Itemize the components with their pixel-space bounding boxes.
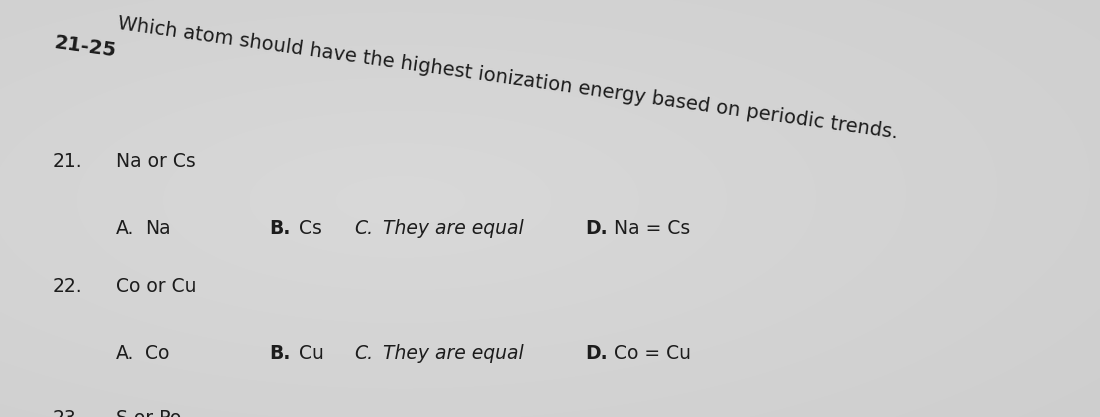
Text: S or Po: S or Po (116, 409, 180, 417)
Text: Co = Cu: Co = Cu (614, 344, 691, 363)
Text: Cu: Cu (299, 344, 324, 363)
Text: 23.: 23. (53, 409, 82, 417)
Text: B.: B. (270, 344, 290, 363)
Text: B.: B. (270, 219, 290, 238)
Text: 21.: 21. (53, 152, 82, 171)
Text: A.: A. (116, 344, 134, 363)
Text: C.: C. (354, 219, 373, 238)
Text: D.: D. (585, 344, 608, 363)
Text: Na or Cs: Na or Cs (116, 152, 196, 171)
Text: 21-25: 21-25 (53, 33, 118, 61)
Text: Co: Co (145, 344, 169, 363)
Text: Na: Na (145, 219, 170, 238)
Text: D.: D. (585, 219, 608, 238)
Text: Co or Cu: Co or Cu (116, 277, 196, 296)
Text: C.: C. (354, 344, 373, 363)
Text: Na = Cs: Na = Cs (614, 219, 690, 238)
Text: 22.: 22. (53, 277, 82, 296)
Text: They are equal: They are equal (383, 344, 524, 363)
Text: Which atom should have the highest ionization energy based on periodic trends.: Which atom should have the highest ioniz… (104, 13, 900, 143)
Text: They are equal: They are equal (383, 219, 524, 238)
Text: A.: A. (116, 219, 134, 238)
Text: Cs: Cs (299, 219, 322, 238)
